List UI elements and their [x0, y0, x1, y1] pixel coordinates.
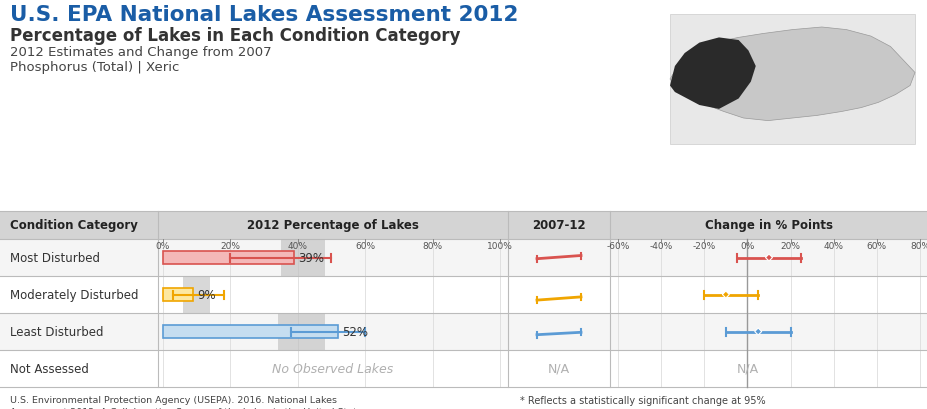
Bar [0, 276, 927, 313]
Bar [163, 252, 294, 264]
Text: -60%: -60% [605, 241, 629, 250]
Text: 60%: 60% [355, 241, 375, 250]
Text: 80%: 80% [422, 241, 442, 250]
Text: 20%: 20% [780, 241, 800, 250]
Text: Least Disturbed: Least Disturbed [10, 325, 104, 338]
Bar [669, 15, 914, 145]
Text: * Reflects a statistically significant change at 95%
between 2007 and 2012. Such: * Reflects a statistically significant c… [519, 395, 765, 409]
Text: 9%: 9% [197, 288, 216, 301]
Bar [0, 313, 927, 350]
Polygon shape [669, 38, 755, 110]
Text: 39%: 39% [298, 252, 324, 264]
Text: 0%: 0% [156, 241, 170, 250]
Polygon shape [754, 328, 761, 335]
Text: 2012 Estimates and Change from 2007: 2012 Estimates and Change from 2007 [10, 46, 272, 59]
Text: Phosphorus (Total) | Xeric: Phosphorus (Total) | Xeric [10, 61, 179, 74]
Text: 80%: 80% [909, 241, 927, 250]
Text: -20%: -20% [692, 241, 715, 250]
Bar [163, 288, 193, 301]
Text: No Observed Lakes: No Observed Lakes [273, 362, 393, 375]
Bar [281, 240, 324, 276]
Text: 20%: 20% [221, 241, 240, 250]
Polygon shape [721, 291, 729, 298]
Bar [0, 211, 927, 239]
Bar [0, 239, 927, 276]
Text: 0%: 0% [740, 241, 754, 250]
Polygon shape [765, 254, 771, 261]
Polygon shape [669, 28, 914, 121]
Text: Moderately Disturbed: Moderately Disturbed [10, 288, 138, 301]
Text: Change in % Points: Change in % Points [705, 219, 832, 232]
Text: Percentage of Lakes in Each Condition Category: Percentage of Lakes in Each Condition Ca… [10, 27, 460, 45]
Bar [183, 276, 210, 313]
Text: U.S. Environmental Protection Agency (USEPA). 2016. National Lakes
Assessment 20: U.S. Environmental Protection Agency (US… [10, 395, 371, 409]
Text: N/A: N/A [735, 362, 757, 375]
Text: N/A: N/A [547, 362, 569, 375]
Text: 60%: 60% [866, 241, 886, 250]
Text: 40%: 40% [287, 241, 308, 250]
Text: Condition Category: Condition Category [10, 219, 138, 232]
Text: U.S. EPA National Lakes Assessment 2012: U.S. EPA National Lakes Assessment 2012 [10, 5, 518, 25]
Text: 2007-12: 2007-12 [531, 219, 585, 232]
Text: 100%: 100% [487, 241, 513, 250]
Bar [163, 325, 337, 338]
Text: 40%: 40% [823, 241, 843, 250]
Text: 52%: 52% [342, 325, 368, 338]
Text: -40%: -40% [649, 241, 672, 250]
Bar [0, 350, 927, 387]
Text: Not Assessed: Not Assessed [10, 362, 89, 375]
Text: Most Disturbed: Most Disturbed [10, 252, 100, 264]
Bar [277, 314, 324, 350]
Text: 2012 Percentage of Lakes: 2012 Percentage of Lakes [247, 219, 418, 232]
